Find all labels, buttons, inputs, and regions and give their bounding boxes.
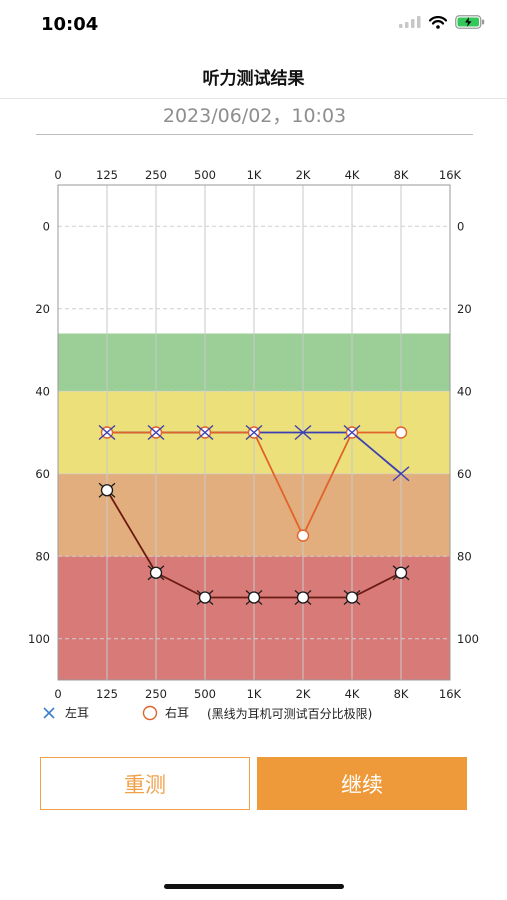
x-tick-bottom: 250 bbox=[145, 687, 167, 701]
page-title: 听力测试结果 bbox=[202, 69, 305, 89]
chart-legend: 左耳 右耳 (黑线为耳机可测试百分比极限) bbox=[0, 704, 507, 724]
status-icons bbox=[399, 15, 485, 29]
headphone_limit-marker bbox=[100, 484, 114, 497]
x-tick-top: 125 bbox=[96, 168, 118, 182]
legend-note: (黑线为耳机可测试百分比极限) bbox=[207, 705, 372, 722]
headphone_limit-marker bbox=[247, 591, 261, 604]
left_ear-marker bbox=[343, 424, 361, 441]
y-tick-left: 80 bbox=[35, 549, 50, 563]
left_ear-marker bbox=[294, 424, 312, 441]
y-tick-right: 60 bbox=[457, 467, 472, 481]
y-tick-left: 20 bbox=[35, 302, 50, 316]
x-tick-bottom: 16K bbox=[439, 687, 462, 701]
x-tick-top: 16K bbox=[439, 168, 462, 182]
headphone_limit-marker bbox=[394, 566, 408, 579]
signal-icon bbox=[399, 16, 421, 28]
wifi-icon bbox=[429, 15, 447, 29]
x-marker-icon bbox=[43, 706, 55, 719]
y-tick-right: 0 bbox=[457, 219, 464, 233]
y-tick-right: 20 bbox=[457, 302, 472, 316]
legend-note-text: (黑线为耳机可测试百分比极限) bbox=[207, 707, 373, 721]
title-bar: 听力测试结果 bbox=[0, 52, 507, 99]
y-tick-left: 100 bbox=[28, 632, 50, 646]
test-datetime: 2023/06/02，10:03 bbox=[36, 104, 473, 135]
plot-frame bbox=[57, 184, 451, 681]
x-tick-top: 2K bbox=[296, 168, 311, 182]
x-tick-bottom: 1K bbox=[247, 687, 262, 701]
continue-button[interactable]: 继续 bbox=[257, 757, 467, 810]
right_ear-marker bbox=[296, 529, 310, 542]
left_ear-marker bbox=[392, 466, 410, 482]
x-tick-top: 500 bbox=[194, 168, 216, 182]
status-time: 10:04 bbox=[41, 14, 99, 35]
x-tick-top: 1K bbox=[247, 168, 262, 182]
x-tick-top: 8K bbox=[394, 168, 409, 182]
audiogram-svg: 0 0 125 125 250 250 500 500 1K 1K 2K 2K 4K 4K 8K 8K 16K 1… bbox=[28, 168, 479, 701]
x-tick-top: 4K bbox=[345, 168, 360, 182]
x-tick-bottom: 125 bbox=[96, 687, 118, 701]
audiogram-chart: 0 0 125 125 250 250 500 500 1K 1K 2K 2K 4K 4K 8K 8K 16K 1… bbox=[0, 160, 507, 705]
y-tick-left: 40 bbox=[35, 384, 50, 398]
left_ear-marker bbox=[196, 424, 214, 441]
headphone_limit-marker bbox=[149, 566, 163, 579]
x-tick-bottom: 500 bbox=[194, 687, 216, 701]
x-tick-bottom: 2K bbox=[296, 687, 311, 701]
left_ear-marker bbox=[98, 424, 116, 441]
x-tick-bottom: 8K bbox=[394, 687, 409, 701]
circle-marker-icon bbox=[142, 705, 158, 720]
headphone_limit-marker bbox=[198, 591, 212, 604]
headphone_limit-marker bbox=[345, 591, 359, 604]
x-tick-top: 0 bbox=[54, 168, 61, 182]
y-tick-left: 60 bbox=[35, 467, 50, 481]
y-tick-left: 0 bbox=[43, 219, 50, 233]
home-indicator bbox=[164, 884, 344, 889]
left_ear-marker bbox=[245, 424, 263, 441]
right_ear-marker bbox=[394, 426, 408, 439]
x-tick-top: 250 bbox=[145, 168, 167, 182]
y-tick-right: 100 bbox=[457, 632, 479, 646]
y-tick-right: 80 bbox=[457, 549, 472, 563]
x-tick-bottom: 0 bbox=[54, 687, 61, 701]
x-tick-bottom: 4K bbox=[345, 687, 360, 701]
legend-left-ear: 左耳 bbox=[42, 704, 89, 721]
y-tick-right: 40 bbox=[457, 384, 472, 398]
legend-right-ear: 右耳 bbox=[142, 704, 189, 721]
legend-left-ear-label: 左耳 bbox=[65, 706, 90, 720]
battery-charging-icon bbox=[455, 15, 485, 29]
legend-right-ear-label: 右耳 bbox=[165, 706, 190, 720]
left_ear-marker bbox=[147, 424, 165, 441]
status-bar: 10:04 bbox=[0, 0, 507, 52]
headphone_limit-marker bbox=[296, 591, 310, 604]
retest-button[interactable]: 重测 bbox=[40, 757, 250, 810]
